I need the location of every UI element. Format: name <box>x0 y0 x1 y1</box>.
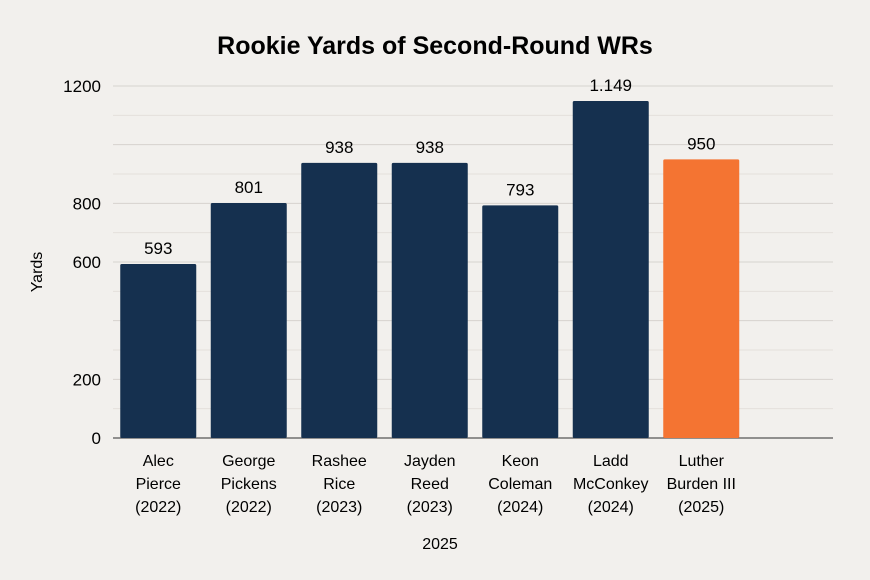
bar-value-label: 593 <box>144 239 172 258</box>
x-tick-label: Alec <box>143 453 174 470</box>
bar-value-label: 938 <box>416 138 444 157</box>
bar <box>663 159 740 439</box>
chart-title: Rookie Yards of Second-Round WRs <box>217 32 653 60</box>
bar <box>120 264 197 438</box>
x-tick-label: Keon <box>502 453 539 470</box>
x-tick-label: (2023) <box>316 499 362 516</box>
bar <box>210 203 287 438</box>
x-tick-label: (2025) <box>678 499 724 516</box>
x-tick-label: Pierce <box>136 476 181 493</box>
bars <box>120 100 740 439</box>
x-tick-label: (2024) <box>588 499 634 516</box>
bar-value-label: 1.149 <box>589 76 632 95</box>
bar <box>482 205 559 438</box>
y-tick-label: 1200 <box>63 77 101 96</box>
bar <box>572 100 649 439</box>
x-tick-label: Luther <box>679 453 725 470</box>
x-tick-label: Rice <box>323 476 355 493</box>
bar-value-label: 938 <box>325 138 353 157</box>
x-tick-label: Ladd <box>593 453 629 470</box>
y-tick-label: 800 <box>73 194 101 213</box>
bar-value-label: 950 <box>687 134 715 153</box>
bar-value-label: 801 <box>235 178 263 197</box>
x-tick-label: George <box>222 453 275 470</box>
y-axis-label: Yards <box>29 252 46 293</box>
y-tick-label: 600 <box>73 253 101 272</box>
x-tick-label: Pickens <box>221 476 277 493</box>
labels: 0 200 600 800 1200 593 Alec Pierce (2022) 801 Geor… <box>63 76 736 516</box>
x-tick-label: (2022) <box>226 499 272 516</box>
x-tick-label: Rashee <box>312 453 367 470</box>
bar <box>301 162 378 438</box>
x-tick-label: Coleman <box>488 476 552 493</box>
x-tick-label: Jayden <box>404 453 456 470</box>
y-tick-label: 0 <box>92 429 101 448</box>
x-tick-label: (2024) <box>497 499 543 516</box>
x-tick-label: (2023) <box>407 499 453 516</box>
x-tick-label: Reed <box>411 476 449 493</box>
x-axis-label: 2025 <box>422 536 458 553</box>
y-tick-label: 200 <box>73 370 101 389</box>
x-tick-label: (2022) <box>135 499 181 516</box>
x-tick-label: McConkey <box>573 476 649 493</box>
x-tick-label: Burden III <box>667 476 736 493</box>
bar-value-label: 793 <box>506 180 534 199</box>
bar <box>391 162 468 438</box>
